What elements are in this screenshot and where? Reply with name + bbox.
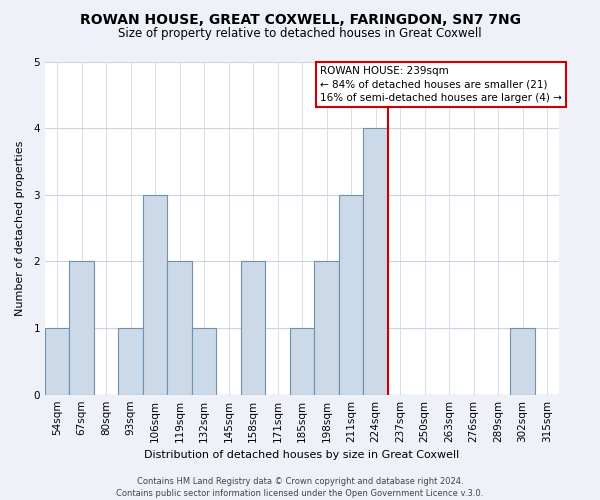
Bar: [118, 328, 143, 394]
Bar: [143, 195, 167, 394]
Text: Contains HM Land Registry data © Crown copyright and database right 2024.
Contai: Contains HM Land Registry data © Crown c…: [116, 476, 484, 498]
Bar: [192, 328, 217, 394]
X-axis label: Distribution of detached houses by size in Great Coxwell: Distribution of detached houses by size …: [145, 450, 460, 460]
Bar: [70, 262, 94, 394]
Bar: [364, 128, 388, 394]
Bar: [511, 328, 535, 394]
Bar: [339, 195, 364, 394]
Y-axis label: Number of detached properties: Number of detached properties: [15, 140, 25, 316]
Bar: [45, 328, 70, 394]
Bar: [167, 262, 192, 394]
Text: ROWAN HOUSE, GREAT COXWELL, FARINGDON, SN7 7NG: ROWAN HOUSE, GREAT COXWELL, FARINGDON, S…: [79, 12, 521, 26]
Bar: [314, 262, 339, 394]
Bar: [241, 262, 265, 394]
Text: ROWAN HOUSE: 239sqm
← 84% of detached houses are smaller (21)
16% of semi-detach: ROWAN HOUSE: 239sqm ← 84% of detached ho…: [320, 66, 562, 103]
Bar: [290, 328, 314, 394]
Text: Size of property relative to detached houses in Great Coxwell: Size of property relative to detached ho…: [118, 28, 482, 40]
